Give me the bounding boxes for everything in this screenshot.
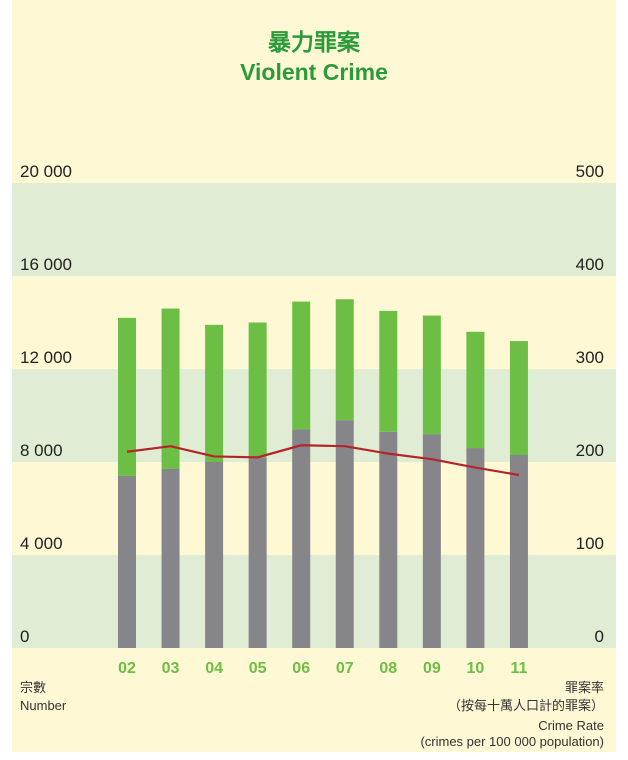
x-tick-label: 04	[205, 660, 223, 677]
bar	[118, 475, 136, 648]
y-tick-label: 4 000	[20, 534, 63, 553]
x-tick-label: 10	[467, 660, 485, 677]
grid-band	[12, 183, 616, 276]
bar	[422, 434, 441, 648]
x-tick-label: 03	[162, 660, 180, 677]
bar	[466, 331, 485, 449]
x-tick-label: 02	[118, 660, 136, 677]
y2-tick-label: 400	[576, 255, 604, 274]
x-tick-label: 05	[249, 660, 267, 677]
y-tick-label: 12 000	[20, 348, 72, 367]
bar	[466, 448, 485, 648]
bar	[292, 301, 311, 430]
bar	[509, 455, 528, 648]
bar	[379, 431, 398, 648]
bar	[422, 315, 441, 435]
y2-axis-label: 罪案率	[565, 680, 604, 695]
y2-tick-label: 0	[595, 627, 604, 646]
bar	[335, 420, 354, 648]
bar	[509, 341, 528, 456]
y2-tick-label: 200	[576, 441, 604, 460]
y-tick-label: 0	[20, 627, 29, 646]
bar	[248, 457, 267, 648]
x-tick-label: 09	[423, 660, 441, 677]
bar	[335, 299, 354, 421]
bar	[205, 324, 224, 462]
y-tick-label: 8 000	[20, 441, 63, 460]
bar	[118, 317, 136, 476]
y2-axis-label: Crime Rate	[538, 718, 604, 733]
y2-tick-label: 300	[576, 348, 604, 367]
x-tick-label: 06	[292, 660, 310, 677]
y-axis-label: Number	[20, 698, 67, 713]
bar	[161, 308, 180, 469]
x-tick-label: 11	[510, 660, 527, 677]
y-axis-label: 宗數	[20, 680, 46, 695]
bar	[248, 322, 267, 458]
bar	[379, 310, 398, 432]
x-tick-label: 08	[379, 660, 397, 677]
chart-subtitle: Violent Crime	[240, 59, 388, 85]
y-tick-label: 16 000	[20, 255, 72, 274]
bar	[161, 468, 180, 648]
line	[126, 444, 520, 477]
y2-tick-label: 500	[576, 162, 604, 181]
x-tick-label: 07	[336, 660, 354, 677]
chart-title: 暴力罪案	[268, 29, 361, 55]
y-tick-label: 20 000	[20, 162, 72, 181]
bar	[205, 462, 224, 648]
y2-axis-label: （按每十萬人口計的罪案）	[448, 698, 604, 713]
y2-tick-label: 100	[576, 534, 604, 553]
y2-axis-label: (crimes per 100 000 population)	[420, 734, 604, 749]
bar	[292, 429, 311, 648]
